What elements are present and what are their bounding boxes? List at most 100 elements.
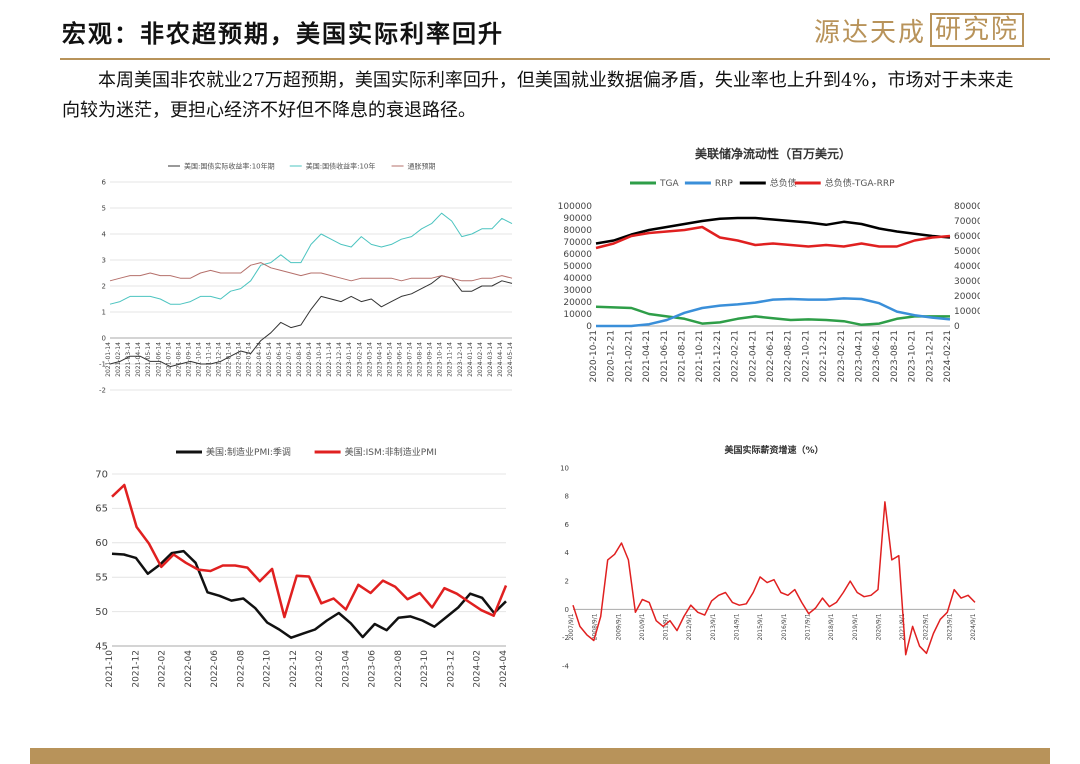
x-tick-label: 2023-08 — [394, 650, 404, 688]
x-tick-label: 2022-04-14 — [256, 342, 263, 377]
y-tick-label: 50 — [95, 607, 108, 618]
x-tick-label: 2008/9/1 — [592, 613, 599, 640]
x-tick-label: 2021/9/1 — [899, 613, 906, 640]
series-line — [595, 216, 951, 245]
series-line — [111, 549, 507, 639]
y-tick-label: 4 — [565, 549, 570, 557]
x-tick-label: 2022-05-14 — [266, 342, 273, 377]
x-tick-label: 2021-01-14 — [105, 342, 112, 377]
x-tick-label: 2021-02-14 — [115, 342, 122, 377]
footer-bar — [30, 748, 1050, 764]
x-tick-label: 2021-12-14 — [216, 342, 223, 377]
x-tick-label: 2012/9/1 — [686, 613, 693, 640]
x-tick-label: 2009/9/1 — [615, 613, 622, 640]
y2-tick-label: 0 — [954, 322, 960, 332]
y-tick-label: 45 — [95, 641, 108, 652]
x-tick-label: 2010/9/1 — [639, 613, 646, 640]
y-tick-label: 80000 — [563, 226, 592, 236]
y-tick-label: 3 — [102, 256, 106, 264]
y-tick-label: 10 — [560, 464, 569, 472]
y-tick-label: 8 — [565, 493, 569, 501]
x-tick-label: 2022-03-14 — [246, 342, 253, 377]
x-tick-label: 2020-12-21 — [607, 330, 617, 382]
y-tick-label: 6 — [102, 178, 107, 186]
x-tick-label: 2014/9/1 — [734, 613, 741, 640]
x-tick-label: 2023-11-14 — [447, 342, 454, 377]
x-tick-label: 2022-06-21 — [766, 330, 776, 382]
x-tick-label: 2023-10-14 — [437, 342, 444, 377]
legend-label: 美国:国债收益率:10年 — [306, 161, 376, 170]
x-tick-label: 2024-04-14 — [497, 342, 504, 377]
x-tick-label: 2023-10-21 — [908, 330, 918, 382]
y-tick-label: 6 — [565, 521, 570, 529]
x-tick-label: 2022-01-14 — [226, 342, 233, 377]
x-tick-label: 2021-10-21 — [695, 330, 705, 382]
y-tick-label: 2 — [102, 282, 106, 290]
legend-label: TGA — [659, 179, 679, 189]
y-tick-label: 50000 — [563, 262, 592, 272]
chart-real-wage-growth: 美国实际薪资增速（%） -4 -2 0 2 4 6 8 10 2007/9/1 2008/9/1 20… — [560, 444, 977, 670]
y2-tick-label: 40000 — [954, 262, 980, 272]
x-tick-label: 2022-08-14 — [296, 342, 303, 377]
y-tick-label: 4 — [102, 230, 107, 238]
x-tick-label: 2011/9/1 — [663, 613, 670, 640]
x-tick-label: 2023-12-21 — [925, 330, 935, 382]
series-line — [595, 305, 950, 327]
legend-label: 美国:ISM:非制造业PMI — [345, 446, 437, 458]
x-tick-label: 2021-10 — [105, 650, 115, 688]
x-tick-label: 2024-03-14 — [487, 342, 494, 377]
x-tick-label: 2022-02-21 — [731, 330, 741, 382]
legend-label: 美国:国债实际收益率:10年期 — [184, 161, 275, 170]
x-tick-label: 2024-04 — [499, 650, 509, 688]
x-tick-label: 2021-04-21 — [642, 330, 652, 382]
x-tick-label: 2023-08-21 — [890, 330, 900, 382]
y-tick-label: 40000 — [563, 274, 592, 284]
x-tick-label: 2015/9/1 — [757, 613, 764, 640]
chart-title: 美国实际薪资增速（%） — [724, 444, 823, 456]
legend-label: 总负债-TGA-RRP — [825, 177, 895, 189]
x-tick-label: 2021-05-14 — [145, 342, 152, 377]
chart-title: 美联储净流动性（百万美元） — [695, 146, 851, 161]
x-tick-label: 2023-06-21 — [872, 330, 882, 382]
x-tick-label: 2007/9/1 — [568, 613, 575, 640]
summary-paragraph: 本周美国非农就业27万超预期，美国实际利率回升，但美国就业数据偏矛盾，失业率也上… — [62, 70, 1014, 121]
y-tick-label: 100000 — [558, 202, 593, 212]
series-line — [572, 501, 976, 656]
x-tick-label: 2022-04-21 — [748, 330, 758, 382]
y-tick-label: 55 — [95, 573, 108, 584]
y-tick-label: -2 — [562, 634, 569, 642]
x-tick-label: 2023-02-14 — [356, 342, 363, 377]
x-tick-label: 2021-12-21 — [713, 330, 723, 382]
y2-tick-label: 30000 — [954, 277, 980, 287]
y2-tick-label: 20000 — [954, 292, 980, 302]
legend-label: 通胀预期 — [408, 161, 436, 170]
y2-tick-label: 80000 — [954, 202, 980, 212]
y-tick-label: 0 — [586, 322, 592, 332]
x-tick-label: 2021-06-21 — [660, 330, 670, 382]
x-tick-label: 2017/9/1 — [804, 613, 811, 640]
x-tick-label: 2023-12 — [446, 650, 456, 688]
legend-label: 总负债 — [770, 177, 797, 189]
series-line — [109, 212, 513, 305]
x-tick-label: 2023-10 — [420, 650, 430, 688]
x-tick-label: 2024/9/1 — [970, 613, 977, 640]
y-tick-label: 2 — [565, 577, 569, 585]
x-tick-label: 2022-10-14 — [316, 342, 323, 377]
x-tick-label: 2022-12-14 — [336, 342, 343, 377]
x-tick-label: 2022-06 — [210, 650, 220, 688]
x-tick-label: 2023-08-14 — [417, 342, 424, 377]
x-tick-label: 2022-08 — [236, 650, 246, 688]
x-tick-label: 2023-04-14 — [376, 342, 383, 377]
x-tick-label: 2021-08-21 — [678, 330, 688, 382]
x-tick-label: 2023-03-14 — [366, 342, 373, 377]
series-line — [596, 297, 951, 328]
y-tick-label: 70 — [95, 469, 108, 480]
x-tick-label: 2023-05-14 — [386, 342, 393, 377]
x-tick-label: 2022-11-14 — [326, 342, 333, 377]
series-line — [595, 225, 951, 250]
y-tick-label: 60 — [95, 538, 108, 549]
brand-logo: 源达天成 研究院 — [814, 10, 1024, 50]
y-tick-label: 20000 — [563, 298, 592, 308]
chart-treasury-yields: 美国:国债实际收益率:10年期 美国:国债收益率:10年 通胀预期 -2 -1 0 1 2 3 4… — [99, 161, 514, 394]
y-tick-label: 65 — [95, 504, 108, 515]
